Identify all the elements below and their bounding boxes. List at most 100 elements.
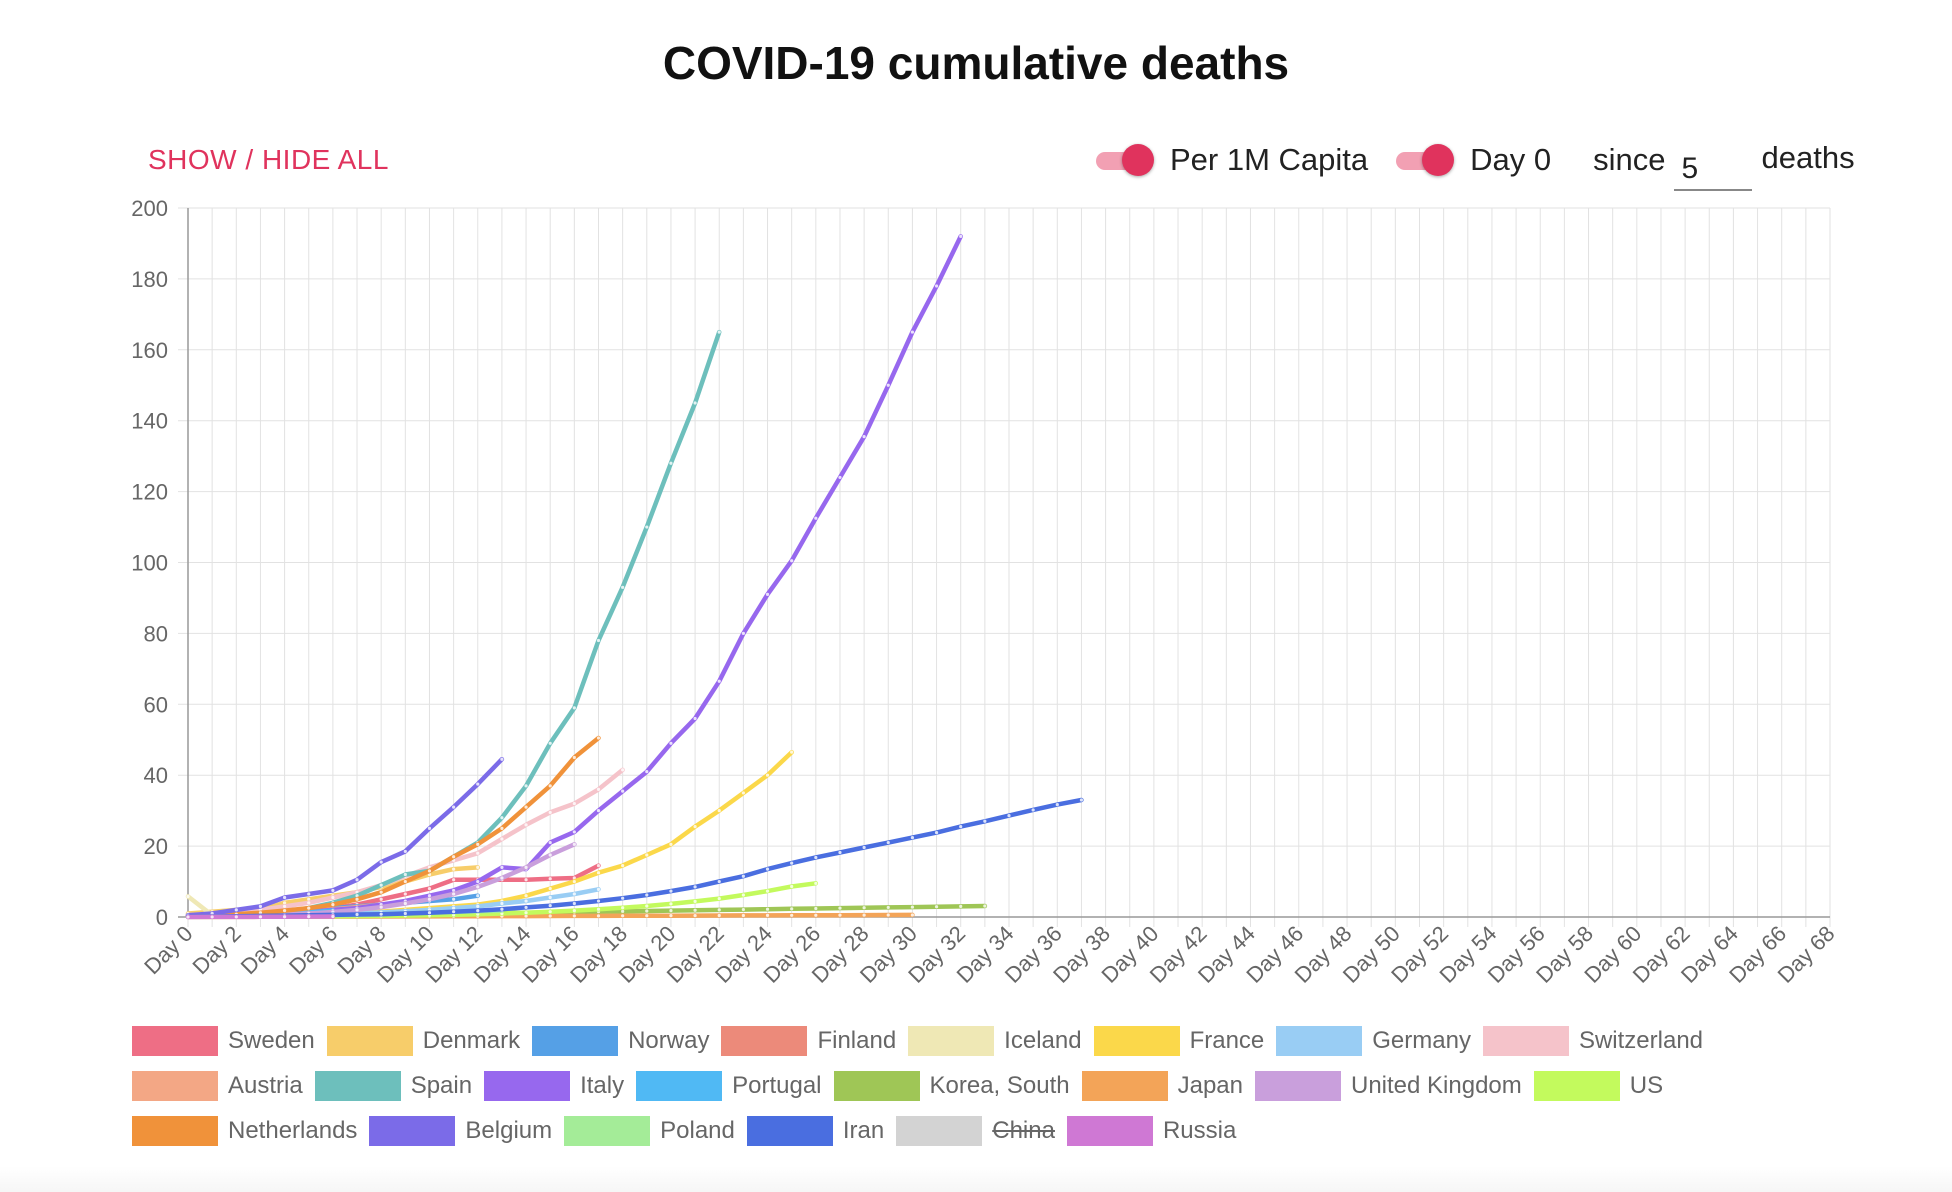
data-point bbox=[210, 915, 214, 919]
chart-title: COVID-19 cumulative deaths bbox=[662, 37, 1290, 89]
data-point bbox=[596, 899, 601, 903]
data-point bbox=[379, 883, 383, 887]
legend-item[interactable]: Spain bbox=[314, 1070, 472, 1101]
data-point bbox=[983, 904, 987, 908]
data-point bbox=[765, 913, 770, 917]
data-point bbox=[790, 750, 794, 754]
legend-item[interactable]: US bbox=[1533, 1070, 1663, 1101]
data-point bbox=[621, 906, 625, 910]
data-point bbox=[572, 706, 576, 710]
data-point bbox=[524, 878, 528, 882]
data-point bbox=[307, 901, 311, 905]
data-point bbox=[403, 892, 407, 896]
data-point bbox=[814, 906, 818, 911]
per-capita-toggle[interactable] bbox=[1094, 144, 1158, 176]
legend-label: Poland bbox=[660, 1116, 735, 1144]
data-point bbox=[741, 913, 745, 918]
data-point bbox=[765, 889, 770, 893]
data-point bbox=[379, 890, 383, 894]
data-point bbox=[331, 902, 335, 907]
legend-item[interactable]: United Kingdom bbox=[1255, 1070, 1522, 1101]
legend-item[interactable]: Iran bbox=[746, 1115, 884, 1146]
data-point bbox=[693, 716, 697, 721]
legend-item[interactable]: Japan bbox=[1081, 1070, 1243, 1101]
data-point bbox=[234, 915, 238, 919]
legend-item[interactable]: Austria bbox=[132, 1070, 303, 1101]
legend-item[interactable]: Finland bbox=[721, 1025, 896, 1056]
legend-item[interactable]: China bbox=[896, 1115, 1055, 1146]
legend-item[interactable]: Iceland bbox=[908, 1025, 1082, 1056]
legend-swatch bbox=[1533, 1070, 1620, 1101]
data-point bbox=[790, 559, 794, 563]
since-label: since bbox=[1593, 142, 1666, 177]
data-point bbox=[596, 871, 601, 875]
legend-item[interactable]: Denmark bbox=[326, 1025, 520, 1056]
data-point bbox=[403, 879, 407, 884]
data-point bbox=[476, 782, 480, 786]
y-tick-label: 80 bbox=[144, 621, 168, 646]
data-point bbox=[741, 893, 745, 897]
data-point bbox=[693, 913, 697, 918]
day0-toggle[interactable] bbox=[1394, 144, 1458, 176]
data-point bbox=[476, 909, 480, 913]
legend-item[interactable]: Sweden bbox=[132, 1025, 315, 1056]
legend-item[interactable]: Belgium bbox=[369, 1115, 552, 1146]
data-point bbox=[669, 461, 673, 465]
show-hide-all-button[interactable]: SHOW / HIDE ALL bbox=[148, 144, 389, 175]
data-point bbox=[693, 885, 697, 889]
legend-item[interactable]: Portugal bbox=[636, 1070, 822, 1101]
data-point bbox=[282, 904, 287, 908]
legend-swatch bbox=[532, 1025, 619, 1056]
data-point bbox=[500, 757, 504, 761]
data-point bbox=[645, 909, 649, 913]
data-point bbox=[452, 888, 456, 893]
y-tick-label: 60 bbox=[144, 692, 168, 717]
legend-swatch bbox=[746, 1115, 833, 1146]
data-point bbox=[572, 901, 576, 906]
legend-item[interactable]: Poland bbox=[564, 1115, 735, 1146]
data-point bbox=[934, 284, 939, 288]
legend-item[interactable]: Russia bbox=[1066, 1115, 1236, 1146]
data-point bbox=[765, 867, 770, 871]
legend-row: Netherlands Belgium Poland Iran China Russia bbox=[132, 1108, 1892, 1153]
y-tick-label: 180 bbox=[131, 267, 168, 292]
data-point bbox=[258, 915, 263, 919]
data-point bbox=[452, 855, 456, 859]
data-point bbox=[596, 787, 601, 791]
legend-item[interactable]: Germany bbox=[1276, 1025, 1471, 1056]
data-point bbox=[572, 842, 576, 846]
data-point bbox=[282, 909, 287, 913]
data-point bbox=[741, 907, 745, 912]
data-point bbox=[862, 906, 866, 910]
legend-item[interactable]: Italy bbox=[484, 1070, 624, 1101]
data-point bbox=[572, 914, 576, 918]
data-point bbox=[669, 842, 673, 846]
data-point bbox=[476, 885, 480, 889]
data-point bbox=[403, 872, 407, 877]
legend-label: Iceland bbox=[1004, 1026, 1082, 1054]
data-point bbox=[621, 909, 625, 913]
legend-item[interactable]: Norway bbox=[532, 1025, 709, 1056]
legend-item[interactable]: Netherlands bbox=[132, 1115, 357, 1146]
data-point bbox=[910, 835, 915, 840]
legend-swatch bbox=[369, 1115, 456, 1146]
legend-item[interactable]: France bbox=[1093, 1025, 1264, 1056]
legend-swatch bbox=[564, 1115, 651, 1146]
series-line bbox=[185, 797, 1084, 919]
data-point bbox=[258, 911, 263, 915]
deaths-label: deaths bbox=[1761, 140, 1855, 175]
data-point bbox=[596, 863, 601, 868]
legend-swatch bbox=[1276, 1025, 1363, 1056]
data-point bbox=[355, 912, 359, 917]
data-point bbox=[524, 905, 528, 910]
legend-item[interactable]: Switzerland bbox=[1482, 1025, 1703, 1056]
legend-swatch bbox=[314, 1070, 401, 1101]
since-deaths-input[interactable] bbox=[1673, 149, 1752, 191]
legend-swatch bbox=[1081, 1070, 1168, 1101]
data-point bbox=[379, 897, 383, 901]
data-point bbox=[838, 913, 842, 917]
legend-label: Germany bbox=[1372, 1026, 1471, 1054]
data-point bbox=[983, 819, 987, 823]
legend-item[interactable]: Korea, South bbox=[833, 1070, 1070, 1101]
y-tick-label: 100 bbox=[131, 551, 168, 576]
